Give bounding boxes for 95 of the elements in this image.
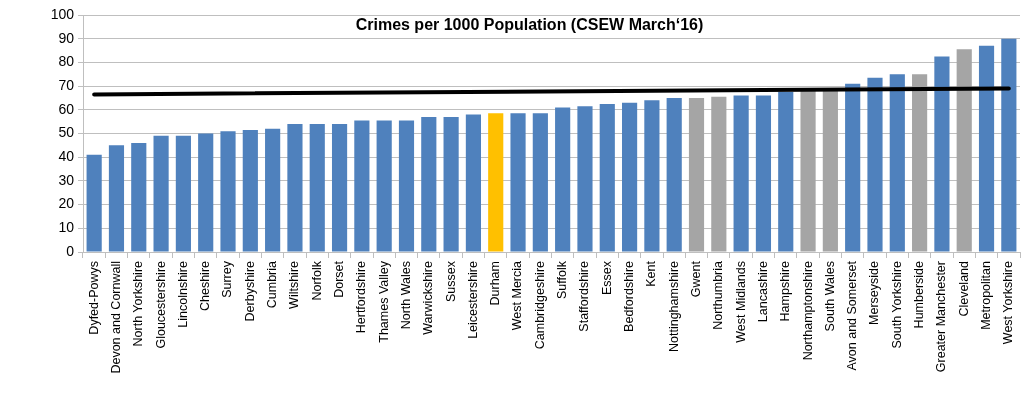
bar xyxy=(376,120,392,252)
bar xyxy=(309,124,325,252)
y-tick-label: 10 xyxy=(58,219,75,236)
bar xyxy=(978,45,995,252)
bar xyxy=(532,113,548,252)
x-tick-label: West Yorkshire xyxy=(1001,260,1016,345)
x-tick-label: Cumbria xyxy=(265,260,280,309)
bar xyxy=(755,95,772,252)
x-tick-label: Suffolk xyxy=(555,260,570,299)
x-tick-label: West Midlands xyxy=(733,261,748,343)
x-tick-label: Devon and Cornwall xyxy=(108,261,123,374)
x-tick-label: Staffordshire xyxy=(577,260,592,332)
x-tick-label: Dorset xyxy=(332,260,347,298)
x-tick-label: Gwent xyxy=(688,260,703,298)
bar xyxy=(622,102,638,252)
y-tick-label: 0 xyxy=(66,242,75,259)
x-tick-label: Derbyshire xyxy=(242,260,257,322)
bar xyxy=(108,145,125,252)
x-tick-label: Hampshire xyxy=(778,260,793,322)
x-tick-label: Surrey xyxy=(220,260,235,298)
bar xyxy=(220,131,236,252)
x-tick-label: North Yorkshire xyxy=(131,260,146,347)
bar xyxy=(331,124,348,252)
x-tick-label: Northumbria xyxy=(711,260,726,330)
x-tick-label: Metropolitan xyxy=(978,260,993,330)
bar xyxy=(666,97,682,252)
bar xyxy=(287,124,303,252)
x-tick-label: Durham xyxy=(488,261,503,306)
x-tick-label: Lancashire xyxy=(755,260,770,323)
bar xyxy=(577,106,593,252)
bar xyxy=(555,107,571,252)
x-tick-label: Bedfordshire xyxy=(622,260,637,332)
x-tick-label: West Mercia xyxy=(510,260,525,331)
bar xyxy=(354,120,370,252)
bar xyxy=(599,103,615,252)
x-tick-label: Gloucestershire xyxy=(153,260,168,349)
x-tick-label: Sussex xyxy=(443,260,458,302)
y-tick-label: 30 xyxy=(58,171,75,188)
y-tick-label: 70 xyxy=(58,76,75,93)
bar xyxy=(242,129,258,252)
bar xyxy=(778,92,794,252)
y-tick-label: 100 xyxy=(50,5,75,22)
x-tick-label: Lincolnshire xyxy=(175,260,190,328)
bar xyxy=(510,113,526,252)
x-tick-label: South Yorkshire xyxy=(889,260,904,349)
chart-title: Crimes per 1000 Population (CSEW March‘16) xyxy=(355,16,704,34)
bar xyxy=(889,74,905,252)
bar xyxy=(488,113,504,252)
bar xyxy=(912,74,928,252)
bar xyxy=(867,77,883,252)
bar xyxy=(1001,38,1017,252)
x-tick-label: Northamptonshire xyxy=(800,260,815,361)
bar xyxy=(443,116,459,252)
x-tick-label: Dyfed-Powys xyxy=(86,261,101,335)
bar xyxy=(800,90,816,252)
x-tick-label: Kent xyxy=(644,260,659,287)
x-tick-label: Cleveland xyxy=(956,260,971,317)
bar xyxy=(733,95,749,252)
bar xyxy=(845,83,861,252)
x-tick-label: North Wales xyxy=(398,261,413,330)
x-tick-label: Greater Manchester xyxy=(934,261,949,373)
x-tick-label: Merseyside xyxy=(867,260,882,325)
x-tick-label: Norfolk xyxy=(309,260,324,301)
x-tick-label: Cheshire xyxy=(198,260,213,312)
bar xyxy=(644,100,660,252)
x-tick-label: Nottinghamshire xyxy=(666,260,681,353)
x-tick-label: Warwickshire xyxy=(421,260,436,335)
bar xyxy=(398,120,415,252)
x-tick-label: Leicestershire xyxy=(465,260,480,339)
bar xyxy=(956,49,972,252)
x-tick-label: Essex xyxy=(599,260,614,296)
bar xyxy=(465,114,481,252)
bar xyxy=(153,135,169,252)
bar xyxy=(711,96,727,252)
bar xyxy=(131,142,147,252)
y-tick-label: 40 xyxy=(58,148,75,165)
y-tick-label: 60 xyxy=(58,100,75,117)
x-tick-label: Wiltshire xyxy=(287,260,302,309)
bar xyxy=(175,135,191,252)
bar xyxy=(86,154,102,252)
y-tick-label: 90 xyxy=(58,29,75,46)
y-tick-label: 80 xyxy=(58,53,75,70)
y-tick-label: 50 xyxy=(58,124,75,141)
bar xyxy=(421,116,437,252)
x-tick-label: Thames Valley xyxy=(376,260,391,343)
x-tick-label: South Wales xyxy=(822,261,837,332)
y-tick-label: 20 xyxy=(58,195,75,212)
x-tick-label: Humberside xyxy=(912,260,927,329)
x-tick-label: Hertfordshire xyxy=(354,260,369,334)
bar xyxy=(198,133,214,252)
x-tick-label: Avon and Somerset xyxy=(845,260,860,371)
bar xyxy=(688,97,705,252)
bar xyxy=(265,128,281,252)
x-tick-label: Cambridgeshire xyxy=(532,260,547,350)
bar xyxy=(934,56,950,252)
